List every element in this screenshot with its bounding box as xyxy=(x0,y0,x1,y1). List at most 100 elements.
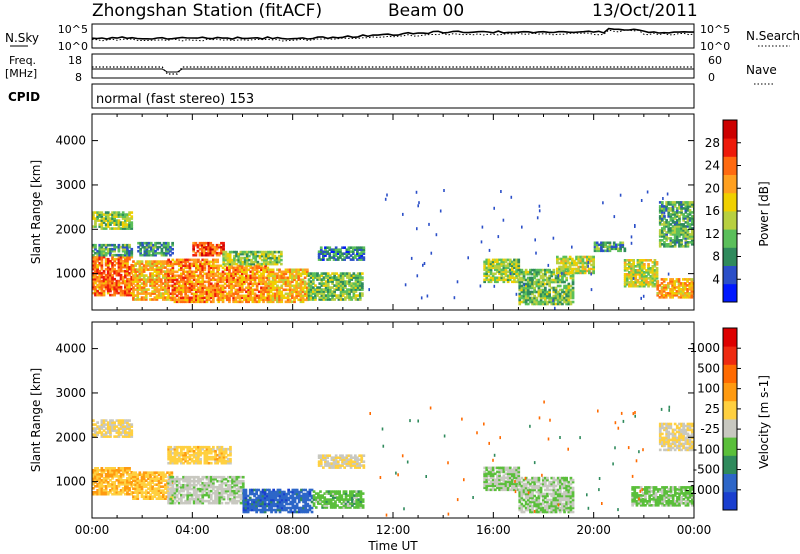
power-sparse-cell xyxy=(489,249,491,252)
power-sparse-cell xyxy=(668,273,670,276)
power-cell xyxy=(363,256,366,259)
power-sparse-cell xyxy=(587,265,589,268)
power-region xyxy=(222,251,282,266)
nave-tick-top: 60 xyxy=(708,54,722,67)
power-sparse-cell xyxy=(614,215,616,218)
power-colorbar-swatch xyxy=(723,120,737,139)
nave-label: Nave xyxy=(746,63,777,77)
power-sparse-cell xyxy=(411,257,413,260)
velocity-cell xyxy=(128,467,131,470)
power-sparse-cell xyxy=(510,272,512,275)
power-sparse-cell xyxy=(467,256,469,259)
power-y-tick-label: 1000 xyxy=(55,267,86,281)
power-region xyxy=(518,269,574,306)
freq-tick-bottom: 8 xyxy=(75,71,82,84)
power-colorbar-tick-label: 24 xyxy=(705,159,720,173)
noise-right-tick-top: 10^5 xyxy=(700,23,730,36)
power-sparse-cell xyxy=(552,299,554,302)
power-cell xyxy=(572,301,575,304)
nave-series xyxy=(92,67,694,74)
power-cell xyxy=(130,221,133,224)
power-sparse-cell xyxy=(421,296,423,299)
power-cell xyxy=(363,246,366,249)
power-cell xyxy=(621,242,624,245)
power-sparse-cell xyxy=(554,307,556,310)
power-y-axis-label: Slant Range [km] xyxy=(29,160,43,264)
velocity-cell xyxy=(171,471,174,474)
power-cell xyxy=(624,248,627,251)
power-sparse-cell xyxy=(431,252,433,255)
power-region xyxy=(308,272,364,301)
power-colorbar-swatch xyxy=(723,156,737,175)
power-cell xyxy=(559,285,562,288)
cpid-label: CPID xyxy=(8,90,40,104)
velocity-region xyxy=(92,467,133,496)
power-sparse-cell xyxy=(386,194,388,197)
power-cell xyxy=(128,244,131,247)
power-sparse-cell xyxy=(368,288,370,291)
power-sparse-cell xyxy=(664,212,666,215)
power-sparse-cell xyxy=(417,274,419,277)
power-sparse-cell xyxy=(416,227,418,230)
power-cell xyxy=(141,260,144,263)
beam-label: Beam 00 xyxy=(388,1,464,21)
power-sparse-cell xyxy=(443,189,445,192)
power-cell xyxy=(171,252,174,255)
power-cell xyxy=(572,287,575,290)
power-sparse-cell xyxy=(662,197,664,200)
power-cell xyxy=(665,278,668,281)
power-sparse-cell xyxy=(631,235,633,238)
power-colorbar-swatch xyxy=(723,284,737,303)
power-cell xyxy=(167,242,170,245)
power-sparse-cell xyxy=(385,198,387,201)
power-colorbar-swatch xyxy=(723,266,737,285)
power-sparse-cell xyxy=(428,223,430,226)
power-sparse-cell xyxy=(539,205,541,208)
power-cell xyxy=(94,244,97,247)
power-cell xyxy=(553,269,556,272)
power-colorbar-swatch xyxy=(723,247,737,266)
power-cell xyxy=(544,287,547,290)
noise-right-tick-bottom: 10^0 xyxy=(700,40,730,53)
power-colorbar-swatch xyxy=(723,211,737,230)
velocity-cell xyxy=(229,458,232,461)
power-sparse-cell xyxy=(516,293,518,296)
power-sparse-cell xyxy=(482,226,484,229)
velocity-cell xyxy=(210,462,213,465)
power-sparse-cell xyxy=(602,201,604,204)
power-sparse-cell xyxy=(631,242,633,245)
velocity-region xyxy=(167,446,232,465)
noise-left-tick-bottom: 10^0 xyxy=(58,40,88,53)
power-cell xyxy=(120,286,123,289)
power-sparse-cell xyxy=(667,193,669,196)
power-cell xyxy=(647,263,650,266)
power-y-tick-label: 4000 xyxy=(55,134,86,148)
power-colorbar-tick-label: 8 xyxy=(712,250,720,264)
freq-label-line2: [MHz] xyxy=(5,67,37,80)
power-cell xyxy=(361,282,364,285)
power-colorbar-swatch xyxy=(723,175,737,194)
power-sparse-cell xyxy=(418,201,420,204)
power-sparse-cell xyxy=(535,252,537,255)
power-y-tick-label: 2000 xyxy=(55,222,86,236)
power-cell xyxy=(216,259,219,262)
power-colorbar-label: Power [dB] xyxy=(757,181,771,246)
power-cell xyxy=(656,261,659,264)
power-cell xyxy=(565,277,568,280)
power-region xyxy=(624,259,659,288)
power-sparse-cell xyxy=(500,190,502,193)
power-cell xyxy=(361,272,364,275)
power-sparse-cell xyxy=(480,285,482,288)
power-sparse-cell xyxy=(561,272,563,275)
power-sparse-cell xyxy=(633,277,635,280)
power-sparse-cell xyxy=(457,280,459,283)
power-sparse-cell xyxy=(588,261,590,264)
power-cell xyxy=(320,246,323,249)
power-cell xyxy=(643,263,646,266)
power-sparse-cell xyxy=(436,233,438,236)
power-cell xyxy=(663,215,666,218)
freq-panel-frame xyxy=(92,54,694,78)
power-sparse-cell xyxy=(620,194,622,197)
station-title: Zhongshan Station (fitACF) xyxy=(92,1,322,21)
